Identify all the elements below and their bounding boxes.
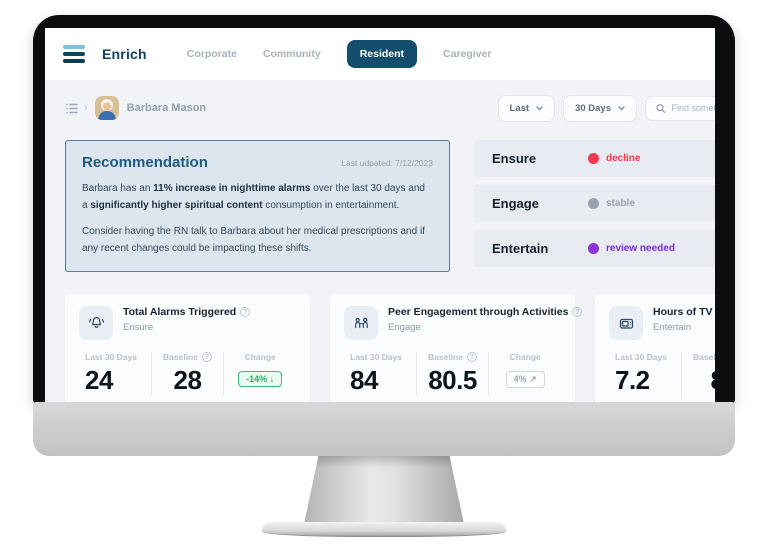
chevron-right-icon: › — [84, 102, 88, 114]
stat-value-baseline: 80.5 — [428, 365, 477, 395]
tv-icon — [609, 306, 643, 340]
period-dropdown[interactable]: 30 Days — [563, 94, 637, 122]
stat-label-baseline: Baseline? — [158, 352, 218, 362]
chevron-down-icon — [536, 105, 543, 111]
stat-value-baseline: 28 — [173, 365, 202, 395]
stat-label-change: Change — [244, 352, 276, 362]
breadcrumb-row: › Barbara Mason Last — [45, 88, 715, 128]
status-value: review needed — [606, 243, 675, 254]
range-dropdown[interactable]: Last — [497, 94, 556, 122]
search-box[interactable] — [645, 95, 715, 121]
card-total-alarms: Total Alarms Triggered? Ensure Last 30 D… — [65, 294, 310, 402]
card-category: Ensure — [123, 322, 154, 334]
hamburger-menu-icon[interactable] — [63, 45, 85, 63]
nav-tab-community[interactable]: Community — [262, 48, 321, 60]
stat-label-last30: Last 30 Days — [350, 352, 402, 362]
enrich-app: Enrich Corporate Community Resident Care… — [45, 28, 715, 402]
stat-label-last30: Last 30 Days — [615, 352, 667, 362]
stat-label-baseline: Baseline? — [423, 352, 483, 362]
list-icon[interactable] — [65, 102, 78, 115]
change-badge: -14% ↓ — [238, 371, 283, 387]
nav-tab-caregiver[interactable]: Caregiver — [443, 48, 492, 60]
help-icon[interactable]: ? — [466, 352, 477, 362]
card-title: Hours of TV Watched? — [653, 306, 715, 319]
peer-engagement-icon — [344, 306, 378, 340]
pillar-status-list: Ensure decline Engage stable Entertain — [474, 140, 715, 267]
help-icon[interactable]: ? — [201, 352, 212, 362]
avatar — [94, 96, 119, 120]
range-dropdown-label: Last — [509, 102, 530, 114]
status-row-ensure[interactable]: Ensure decline — [474, 140, 715, 177]
status-label: Engage — [492, 196, 539, 211]
alarm-bell-icon — [79, 306, 113, 340]
recommendation-panel: Recommendation Last udpated: 7/12/2023 B… — [65, 140, 450, 272]
card-tv-hours: Hours of TV Watched? Entertain Last 30 D… — [595, 294, 715, 402]
status-label: Ensure — [492, 151, 537, 166]
top-nav-bar: Enrich Corporate Community Resident Care… — [45, 28, 715, 80]
nav-tab-corporate[interactable]: Corporate — [186, 48, 237, 60]
stat-value-last30: 24 — [85, 365, 113, 395]
metric-cards-row: Total Alarms Triggered? Ensure Last 30 D… — [65, 294, 715, 402]
status-value: decline — [606, 153, 641, 164]
stat-value-last30: 7.2 — [615, 365, 650, 395]
monitor-stand-base — [262, 522, 506, 537]
stat-value-last30: 84 — [350, 365, 378, 395]
card-title: Total Alarms Triggered? — [123, 306, 251, 319]
brand-logo: Enrich — [102, 46, 147, 62]
stat-value-baseline: 8 — [688, 365, 715, 396]
stat-label-baseline: Baseline? — [688, 352, 715, 362]
main-content: Recommendation Last udpated: 7/12/2023 B… — [45, 140, 715, 402]
help-icon[interactable]: ? — [572, 307, 583, 317]
status-value: stable — [606, 198, 635, 209]
stat-label-change: Change — [509, 352, 541, 362]
filter-controls: Last 30 Days — [497, 94, 715, 122]
card-category: Engage — [388, 322, 421, 334]
period-dropdown-label: 30 Days — [575, 102, 611, 114]
search-input[interactable] — [671, 103, 715, 113]
recommendation-paragraph-2: Consider having the RN talk to Barbara a… — [82, 226, 425, 254]
recommendation-paragraph-1: Barbara has an 11% increase in nighttime… — [82, 183, 425, 211]
search-icon — [656, 103, 666, 113]
recommendation-title: Recommendation — [82, 154, 208, 171]
monitor-stand-neck — [304, 456, 464, 524]
card-title: Peer Engagement through Activities? — [388, 306, 583, 319]
help-icon[interactable]: ? — [240, 307, 251, 317]
chevron-down-icon — [618, 105, 625, 111]
stat-label-last30: Last 30 Days — [85, 352, 137, 362]
status-dot-icon — [588, 243, 599, 254]
breadcrumb-user-name[interactable]: Barbara Mason — [126, 102, 207, 114]
status-dot-icon — [588, 153, 599, 164]
status-label: Entertain — [492, 241, 549, 256]
nav-tab-resident[interactable]: Resident — [346, 40, 418, 68]
last-updated-label: Last udpated: 7/12/2023 — [341, 157, 433, 168]
card-category: Entertain — [653, 322, 692, 334]
card-peer-engagement: Peer Engagement through Activities? Enga… — [330, 294, 583, 402]
status-row-engage[interactable]: Engage stable — [474, 185, 715, 222]
status-row-entertain[interactable]: Entertain review needed — [474, 230, 715, 267]
screen: Enrich Corporate Community Resident Care… — [45, 28, 715, 402]
primary-nav: Corporate Community Resident Caregiver — [187, 40, 492, 68]
change-badge: 4% ↗ — [505, 371, 545, 388]
status-dot-icon — [588, 198, 599, 209]
monitor-chin — [33, 402, 735, 456]
